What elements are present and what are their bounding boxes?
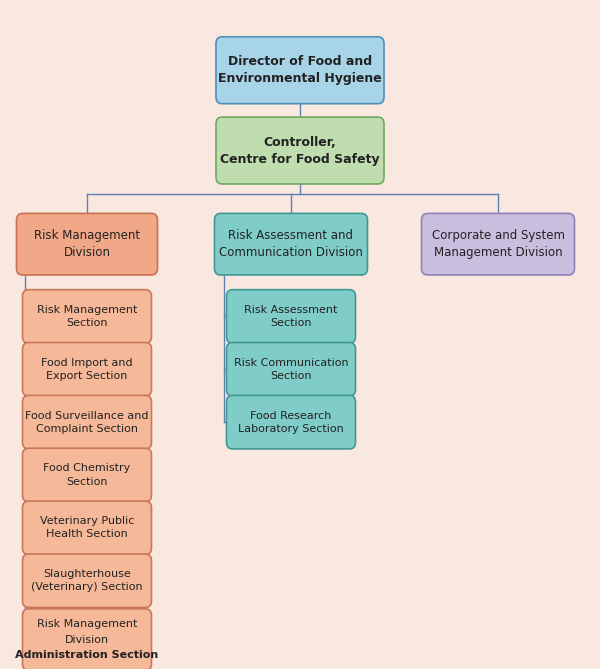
FancyBboxPatch shape [227,343,355,396]
FancyBboxPatch shape [216,37,384,104]
FancyBboxPatch shape [421,213,575,275]
Text: Food Research
Laboratory Section: Food Research Laboratory Section [238,411,344,434]
FancyBboxPatch shape [22,448,151,502]
FancyBboxPatch shape [22,395,151,449]
FancyBboxPatch shape [22,343,151,396]
FancyBboxPatch shape [22,501,151,555]
Text: Food Import and
Export Section: Food Import and Export Section [41,358,133,381]
Text: Slaughterhouse
(Veterinary) Section: Slaughterhouse (Veterinary) Section [31,569,143,592]
FancyBboxPatch shape [16,213,157,275]
Text: Risk Assessment
Section: Risk Assessment Section [244,305,338,328]
Text: Food Chemistry
Section: Food Chemistry Section [43,464,131,486]
Text: Risk Assessment and
Communication Division: Risk Assessment and Communication Divisi… [219,229,363,259]
FancyBboxPatch shape [227,290,355,343]
Text: Risk Management
Section: Risk Management Section [37,305,137,328]
FancyBboxPatch shape [216,117,384,184]
Text: Risk Management
Division: Risk Management Division [34,229,140,259]
Text: Risk Management: Risk Management [37,619,137,629]
Text: Director of Food and
Environmental Hygiene: Director of Food and Environmental Hygie… [218,56,382,85]
FancyBboxPatch shape [22,290,151,343]
Text: Division: Division [65,635,109,644]
Text: Veterinary Public
Health Section: Veterinary Public Health Section [40,516,134,539]
FancyBboxPatch shape [227,395,355,449]
FancyBboxPatch shape [215,213,367,275]
FancyBboxPatch shape [22,554,151,607]
Text: Administration Section: Administration Section [16,650,158,660]
Text: Risk Communication
Section: Risk Communication Section [233,358,349,381]
Text: Controller,
Centre for Food Safety: Controller, Centre for Food Safety [220,136,380,165]
Text: Food Surveillance and
Complaint Section: Food Surveillance and Complaint Section [25,411,149,434]
FancyBboxPatch shape [22,609,151,669]
Text: Corporate and System
Management Division: Corporate and System Management Division [431,229,565,259]
